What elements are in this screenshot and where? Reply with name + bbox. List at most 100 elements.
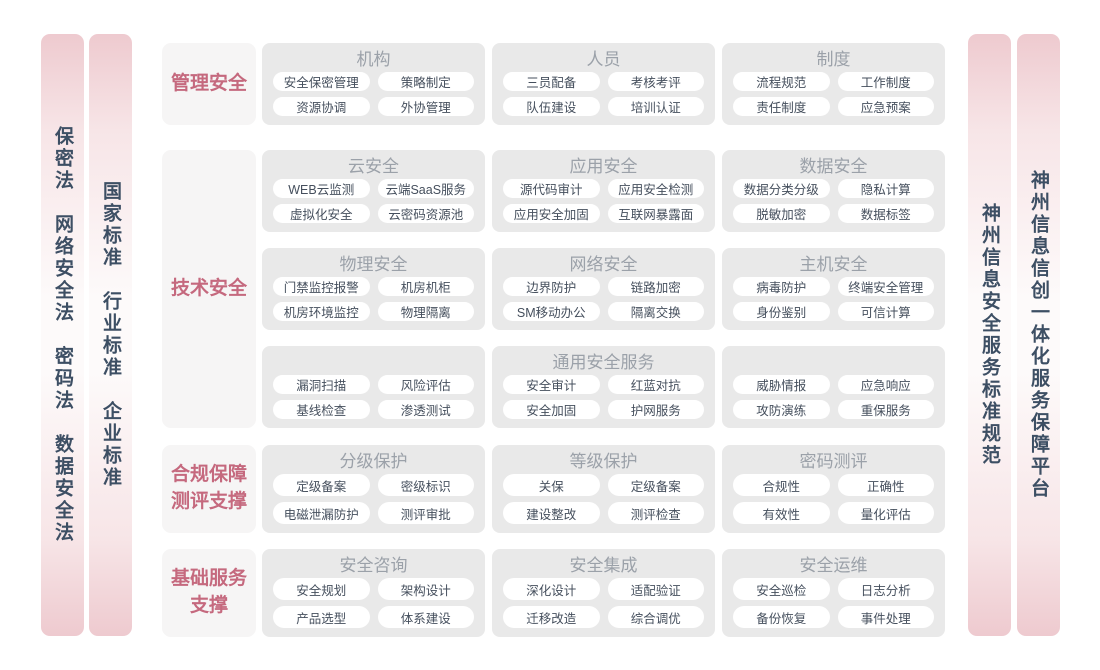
service-chip: 应急预案	[837, 97, 934, 116]
chip-grid: 安全巡检 日志分析 备份恢复 事件处理	[733, 578, 934, 628]
service-chip: 物理隔离	[377, 302, 474, 321]
chip-grid: 深化设计 适配验证 迁移改造 综合调优	[503, 578, 704, 628]
service-chip: 流程规范	[733, 72, 830, 91]
group-panel: 数据安全 数据分类分级 隐私计算 脱敏加密 数据标签	[722, 150, 945, 232]
service-standard-bar-text: 神州信息安全服务标准规范	[979, 203, 1000, 467]
group-title: 网络安全	[569, 255, 638, 274]
group-panel: 安全运维安全巡检 日志分析 备份恢复 事件处理	[722, 549, 945, 637]
service-chip: WEB云监测	[273, 179, 370, 198]
service-chip: 外协管理	[377, 97, 474, 116]
group-title: 主机安全	[799, 255, 868, 274]
subrow: 云安全 WEB云监测 云端SaaS服务 虚拟化安全 云密码资源池 应用安全源代码审计 应用安…	[262, 150, 945, 232]
service-chip: 定级备案	[607, 474, 704, 496]
service-chip: 红蓝对抗	[607, 375, 704, 394]
group-title: 应用安全	[569, 157, 638, 176]
row-label: 技术安全	[162, 150, 256, 428]
service-chip: 深化设计	[503, 578, 600, 600]
service-chip: 架构设计	[377, 578, 474, 600]
group-panel: 云安全 WEB云监测 云端SaaS服务 虚拟化安全 云密码资源池	[262, 150, 485, 232]
group-panel: 密码测评合规性 正确性 有效性 量化评估	[722, 445, 945, 533]
platform-bar-text: 神州信息信创一体化服务保障平台	[1028, 170, 1049, 500]
service-chip: 威胁情报	[733, 375, 830, 394]
service-chip: 策略制定	[377, 72, 474, 91]
subrow: 安全咨询 安全规划 架构设计 产品选型 体系建设 安全集成 深化设计 适配验证 迁移改造 综合调优…	[262, 549, 945, 637]
chip-grid: 漏洞扫描 风险评估 基线检查 渗透测试	[273, 375, 474, 419]
group-panel: 制度流程规范 工作制度 责任制度 应急预案	[722, 43, 945, 125]
service-chip: 数据标签	[837, 204, 934, 223]
chip-grid: 合规性 正确性 有效性 量化评估	[733, 474, 934, 524]
group-panel: 分级保护 定级备案 密级标识 电磁泄漏防护 测评审批	[262, 445, 485, 533]
service-chip: 云密码资源池	[377, 204, 474, 223]
chip-grid: 定级备案 密级标识 电磁泄漏防护 测评审批	[273, 474, 474, 524]
service-chip: 工作制度	[837, 72, 934, 91]
service-chip: 源代码审计	[503, 179, 600, 198]
group-panel: 威胁情报 应急响应 攻防演练 重保服务	[722, 346, 945, 428]
service-chip: 测评检查	[607, 502, 704, 524]
laws-bar: 保密法 网络安全法 密码法 数据安全法	[41, 34, 84, 636]
service-chip: 门禁监控报警	[273, 277, 370, 296]
group-panel: 网络安全 边界防护 链路加密 SM移动办公 隔离交换	[492, 248, 715, 330]
group-title: 通用安全服务	[552, 353, 655, 372]
service-chip: 体系建设	[377, 606, 474, 628]
group-panel: 漏洞扫描 风险评估 基线检查 渗透测试	[262, 346, 485, 428]
standards-bar: 国家标准 行业标准 企业标准	[89, 34, 132, 636]
service-chip: 病毒防护	[733, 277, 830, 296]
chip-grid: 安全审计 红蓝对抗 安全加固 护网服务	[503, 375, 704, 419]
service-chip: 合规性	[733, 474, 830, 496]
service-chip: 边界防护	[503, 277, 600, 296]
service-chip: 脱敏加密	[733, 204, 830, 223]
group-panel: 通用安全服务安全审计 红蓝对抗 安全加固 护网服务	[492, 346, 715, 428]
service-chip: 有效性	[733, 502, 830, 524]
group-title: 物理安全	[339, 255, 408, 274]
row-label: 基础服务 支撑	[162, 549, 256, 637]
service-chip: 迁移改造	[503, 606, 600, 628]
service-chip: 产品选型	[273, 606, 370, 628]
group-panel: 安全咨询 安全规划 架构设计 产品选型 体系建设	[262, 549, 485, 637]
group-title: 数据安全	[799, 157, 868, 176]
service-chip: 应用安全检测	[607, 179, 704, 198]
service-chip: 队伍建设	[503, 97, 600, 116]
service-chip: 培训认证	[607, 97, 704, 116]
group-panel: 人员 三员配备 考核考评 队伍建设 培训认证	[492, 43, 715, 125]
service-chip: 互联网暴露面	[607, 204, 704, 223]
service-chip: 链路加密	[607, 277, 704, 296]
laws-bar-text: 保密法 网络安全法 密码法 数据安全法	[52, 126, 73, 544]
group-title: 安全运维	[799, 556, 868, 575]
service-chip: 漏洞扫描	[273, 375, 370, 394]
service-chip: 风险评估	[377, 375, 474, 394]
service-chip: 适配验证	[607, 578, 704, 600]
chip-grid: 三员配备 考核考评 队伍建设 培训认证	[503, 72, 704, 116]
service-chip: 可信计算	[837, 302, 934, 321]
service-chip: 事件处理	[837, 606, 934, 628]
service-chip: 安全保密管理	[273, 72, 370, 91]
chip-grid: 威胁情报 应急响应 攻防演练 重保服务	[733, 375, 934, 419]
service-chip: 安全审计	[503, 375, 600, 394]
row-body: 机构 安全保密管理 策略制定 资源协调 外协管理 人员 三员配备 考核考评 队伍建设 培训认证 制度…	[262, 43, 945, 125]
service-chip: 综合调优	[607, 606, 704, 628]
chip-grid: 源代码审计 应用安全检测 应用安全加固 互联网暴露面	[503, 179, 704, 223]
group-panel: 物理安全 门禁监控报警 机房机柜 机房环境监控 物理隔离	[262, 248, 485, 330]
service-chip: 终端安全管理	[837, 277, 934, 296]
group-panel: 安全集成深化设计 适配验证 迁移改造 综合调优	[492, 549, 715, 637]
chip-grid: 关保 定级备案 建设整改 测评检查	[503, 474, 704, 524]
row-section: 合规保障 测评支撑 分级保护 定级备案 密级标识 电磁泄漏防护 测评审批 等级保护 关保 定级备…	[162, 445, 945, 533]
service-chip: 日志分析	[837, 578, 934, 600]
chip-grid: 流程规范 工作制度 责任制度 应急预案	[733, 72, 934, 116]
row-section: 技术安全 云安全 WEB云监测 云端SaaS服务 虚拟化安全 云密码资源池 应用安全源代码审…	[162, 150, 945, 428]
subrow: 漏洞扫描 风险评估 基线检查 渗透测试 通用安全服务 安全审计 红蓝对抗 安全加固 护网服务 威胁…	[262, 346, 945, 428]
group-title: 安全集成	[569, 556, 638, 575]
service-chip: 重保服务	[837, 400, 934, 419]
group-title	[273, 350, 474, 375]
service-chip: 量化评估	[837, 502, 934, 524]
row-label: 管理安全	[162, 43, 256, 125]
group-title: 密码测评	[799, 452, 868, 471]
service-chip: 责任制度	[733, 97, 830, 116]
group-panel: 主机安全病毒防护 终端安全管理 身份鉴别 可信计算	[722, 248, 945, 330]
group-title: 制度	[816, 50, 851, 69]
group-title: 等级保护	[569, 452, 638, 471]
chip-grid: 病毒防护 终端安全管理 身份鉴别 可信计算	[733, 277, 934, 321]
service-chip: 安全巡检	[733, 578, 830, 600]
service-chip: 隔离交换	[607, 302, 704, 321]
service-chip: 隐私计算	[837, 179, 934, 198]
